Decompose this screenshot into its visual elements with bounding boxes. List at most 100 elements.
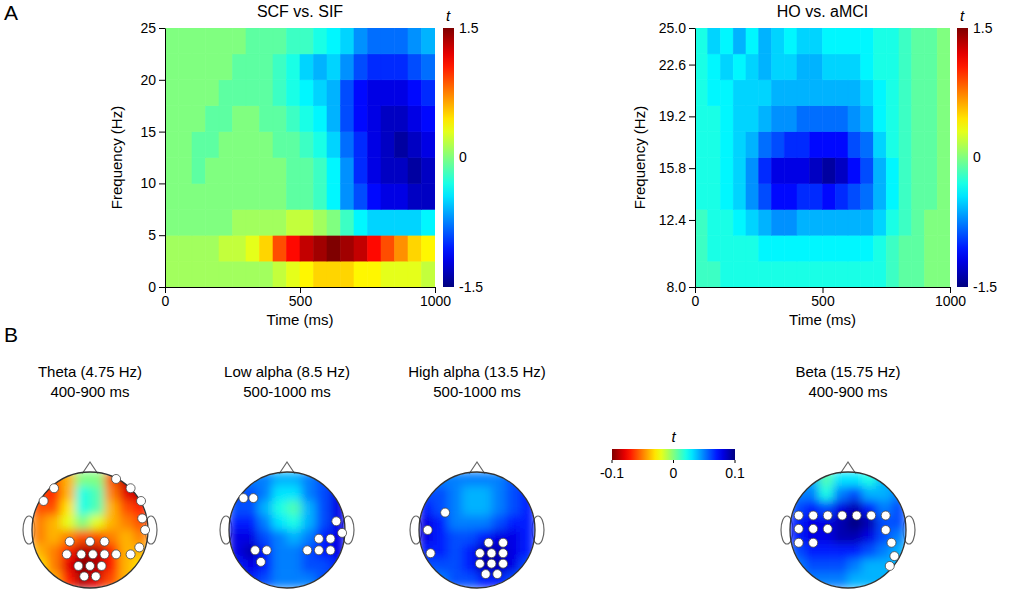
- cell: [759, 106, 772, 132]
- cell: [925, 209, 938, 235]
- cell: [521, 574, 536, 589]
- cell: [834, 530, 849, 545]
- cell: [287, 516, 302, 531]
- cell: [422, 183, 436, 209]
- cell: [797, 80, 810, 106]
- cell: [354, 261, 368, 287]
- cell: [395, 54, 409, 80]
- cell: [886, 80, 899, 106]
- tick: 5: [148, 227, 165, 243]
- cell: [192, 209, 206, 235]
- cell: [899, 54, 912, 80]
- cell: [886, 209, 899, 235]
- cell: [772, 209, 785, 235]
- electrode: [823, 524, 832, 533]
- electrode: [852, 511, 861, 520]
- cell: [233, 54, 247, 80]
- cell: [925, 54, 938, 80]
- cell: [695, 132, 708, 158]
- cell: [341, 261, 355, 287]
- colorbar-title: t: [960, 7, 965, 24]
- cell: [192, 28, 206, 54]
- cell: [448, 559, 463, 574]
- cell: [179, 261, 193, 287]
- cell: [721, 209, 734, 235]
- cell: [273, 487, 288, 502]
- tick-mark: [689, 220, 695, 221]
- cell: [192, 106, 206, 132]
- cell: [721, 106, 734, 132]
- cell: [233, 183, 247, 209]
- tick: 25: [140, 20, 165, 36]
- cell: [32, 516, 47, 531]
- colorbar-tick: [673, 460, 674, 463]
- tick-label: 0: [148, 279, 156, 295]
- cell: [381, 54, 395, 80]
- cell: [422, 54, 436, 80]
- electrode: [314, 534, 323, 543]
- x-axis-title: Time (ms): [789, 311, 856, 328]
- cell: [463, 501, 478, 516]
- cell: [746, 209, 759, 235]
- cell: [899, 183, 912, 209]
- cell: [448, 501, 463, 516]
- cell: [861, 28, 874, 54]
- cell: [260, 54, 274, 80]
- cell: [772, 80, 785, 106]
- cell: [848, 132, 861, 158]
- x-axis: 05001000: [162, 287, 452, 309]
- cell: [119, 501, 134, 516]
- colorbar-tick-label: 0.1: [725, 465, 745, 481]
- cell: [721, 132, 734, 158]
- cell: [899, 158, 912, 184]
- cell: [784, 106, 797, 132]
- tick: 15.8: [659, 160, 695, 176]
- cell: [937, 235, 950, 261]
- cell: [302, 545, 317, 560]
- cell: [368, 132, 382, 158]
- cell: [899, 132, 912, 158]
- cell: [810, 132, 823, 158]
- cell: [119, 516, 134, 531]
- cell: [316, 516, 331, 531]
- topomap-cells: [790, 472, 906, 588]
- cell: [354, 54, 368, 80]
- cell: [229, 530, 244, 545]
- tick-label: 25.0: [659, 20, 686, 36]
- cell: [229, 516, 244, 531]
- electrode: [50, 484, 59, 493]
- cell: [733, 183, 746, 209]
- cell: [823, 209, 836, 235]
- cell: [219, 209, 233, 235]
- cell: [300, 158, 314, 184]
- cell: [233, 80, 247, 106]
- cell: [246, 183, 260, 209]
- colorbar: [957, 28, 968, 287]
- cell: [368, 235, 382, 261]
- cell: [408, 158, 422, 184]
- cell: [422, 235, 436, 261]
- cell: [912, 158, 925, 184]
- tick-label: 0: [692, 293, 700, 309]
- cell: [273, 54, 287, 80]
- cell: [925, 80, 938, 106]
- cell: [721, 54, 734, 80]
- cell: [874, 183, 887, 209]
- electrode: [890, 552, 899, 561]
- tick-mark: [159, 28, 165, 29]
- topomap-subtitle: 400-900 ms: [808, 383, 887, 400]
- cell: [381, 209, 395, 235]
- cell: [287, 501, 302, 516]
- electrode: [487, 549, 496, 558]
- cell: [810, 235, 823, 261]
- cell: [273, 132, 287, 158]
- topomap-title: High alpha (13.5 Hz): [408, 363, 546, 380]
- cell: [246, 28, 260, 54]
- cell: [477, 472, 492, 487]
- electrode: [426, 549, 435, 558]
- cell: [463, 516, 478, 531]
- cell: [861, 261, 874, 287]
- cell: [772, 106, 785, 132]
- electrode: [112, 474, 121, 483]
- electrode: [88, 550, 97, 559]
